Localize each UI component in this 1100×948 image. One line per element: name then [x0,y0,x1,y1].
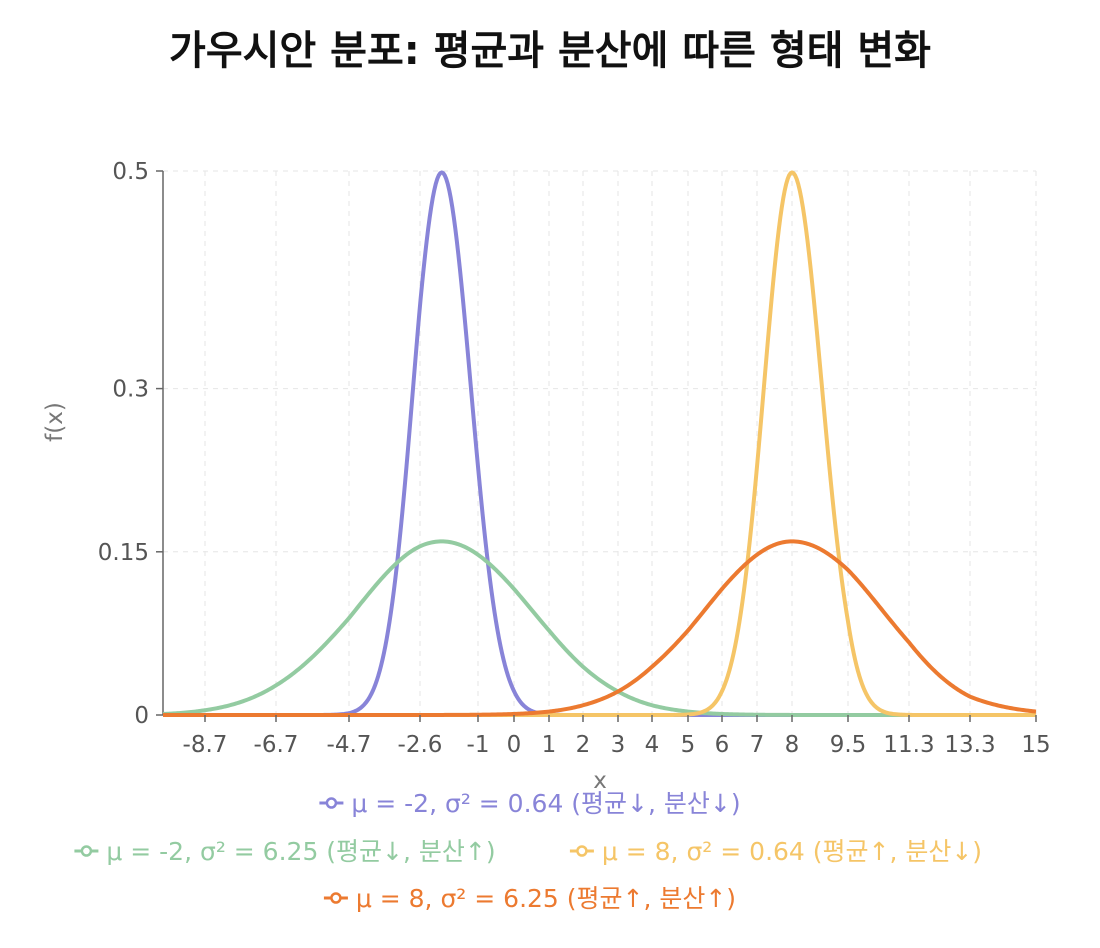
chart-title: 가우시안 분포: 평균과 분산에 따른 형태 변화 [169,28,931,74]
y-ticks: 0 0.15 0.3 0.5 [98,159,163,729]
legend-label: μ = 8, σ² = 6.25 (평균↑, 분산↑) [356,884,736,913]
series-line-1 [162,170,1037,717]
legend-swatch-marker [80,845,93,857]
x-tick-label: -4.7 [327,732,372,758]
legend-label: μ = -2, σ² = 0.64 (평균↓, 분산↓) [351,789,740,818]
x-tick-label: 15 [1021,732,1050,758]
x-tick-label: 7 [750,732,765,758]
legend-item-2: μ = -2, σ² = 6.25 (평균↓, 분산↑) [74,837,496,866]
y-tick-label: 0 [134,703,149,729]
legend-label: μ = -2, σ² = 6.25 (평균↓, 분산↑) [106,837,495,866]
curves [162,170,1037,717]
x-tick-label: 9.5 [830,732,867,758]
x-tick-label: -6.7 [254,732,299,758]
x-tick-label: 11.3 [883,732,934,758]
x-tick-label: -8.7 [183,732,228,758]
x-tick-label: -2.6 [398,732,443,758]
series-line-4 [162,539,1037,717]
x-tick-label: -1 [467,732,490,758]
legend-swatch-marker [576,845,588,857]
y-tick-label: 0.15 [98,540,149,566]
legend-item-3: μ = 8, σ² = 0.64 (평균↑, 분산↓) [569,837,982,866]
x-tick-label: 13.3 [944,732,995,758]
x-ticks: -8.7 -6.7 -4.7 -2.6 -1 0 1 2 3 4 5 6 7 8 9.5 11.3 13.3 15 [183,715,1051,758]
legend-label: μ = 8, σ² = 0.64 (평균↑, 분산↓) [602,837,982,866]
legend-swatch-marker [325,797,338,809]
x-tick-label: 4 [645,732,660,758]
grid [163,170,1037,716]
x-tick-label: 0 [507,732,522,758]
legend-item-4: μ = 8, σ² = 6.25 (평균↑, 분산↑) [323,884,736,913]
series-line-3 [162,170,1037,717]
series-line-2 [162,539,1037,717]
y-axis-label: f(x) [42,402,68,442]
legend-item-1: μ = -2, σ² = 0.64 (평균↓, 분산↓) [319,789,741,818]
y-tick-label: 0.5 [112,159,149,185]
x-tick-label: 3 [611,732,626,758]
x-tick-label: 1 [542,732,557,758]
legend: μ = -2, σ² = 0.64 (평균↓, 분산↓) μ = -2, σ² =… [74,789,982,913]
axes [162,171,1036,716]
x-tick-label: 5 [681,732,696,758]
legend-swatch-marker [330,892,342,904]
x-axis-label: x [593,768,607,794]
x-tick-label: 2 [576,732,591,758]
x-tick-label: 6 [715,732,730,758]
y-tick-label: 0.3 [112,377,149,403]
x-tick-label: 8 [785,732,800,758]
